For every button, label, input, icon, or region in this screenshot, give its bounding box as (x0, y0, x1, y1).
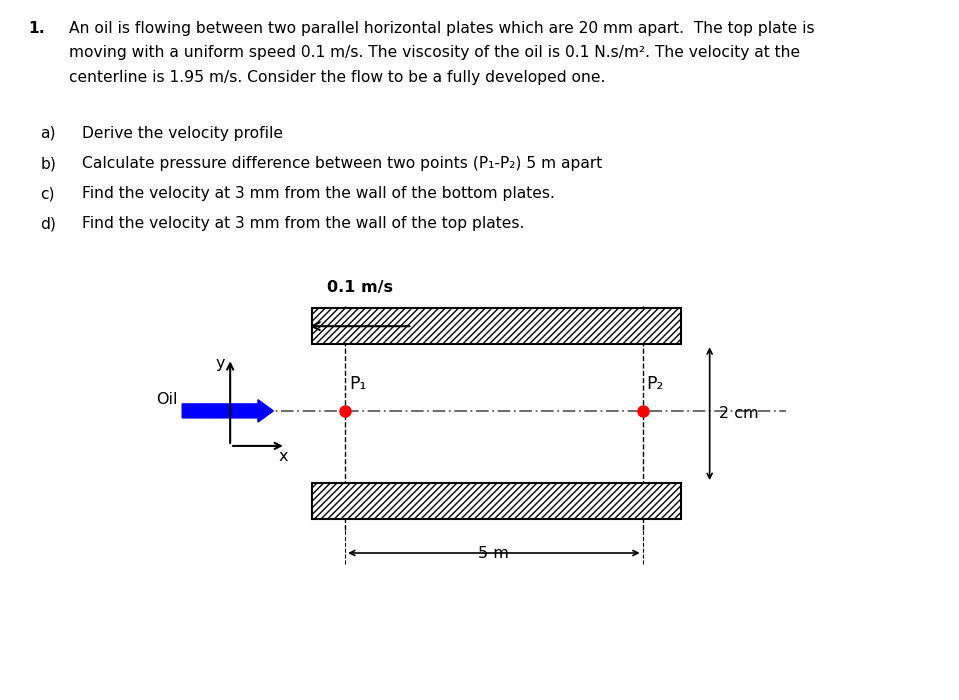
Text: moving with a uniform speed 0.1 m/s. The viscosity of the oil is 0.1 N.s/m². The: moving with a uniform speed 0.1 m/s. The… (69, 46, 800, 60)
Bar (312, 308, 681, 344)
Text: b): b) (40, 156, 57, 171)
Text: P₁: P₁ (349, 375, 366, 393)
Text: Oil: Oil (156, 393, 177, 407)
Text: An oil is flowing between two parallel horizontal plates which are 20 mm apart. : An oil is flowing between two parallel h… (69, 21, 815, 36)
Bar (312, 483, 681, 519)
Text: Calculate pressure difference between two points (P₁-P₂) 5 m apart: Calculate pressure difference between tw… (82, 156, 601, 171)
Text: y: y (216, 356, 225, 371)
Text: 5 m: 5 m (479, 545, 509, 561)
Text: a): a) (40, 126, 56, 141)
Text: x: x (278, 449, 288, 464)
Text: d): d) (40, 216, 57, 231)
Text: c): c) (40, 186, 55, 201)
Text: P₂: P₂ (646, 375, 664, 393)
Bar (312, 483, 681, 519)
Text: 2 cm: 2 cm (719, 406, 759, 421)
Text: 1.: 1. (29, 21, 45, 36)
Text: 0.1 m/s: 0.1 m/s (327, 281, 392, 295)
Text: Find the velocity at 3 mm from the wall of the top plates.: Find the velocity at 3 mm from the wall … (82, 216, 524, 231)
Text: Find the velocity at 3 mm from the wall of the bottom plates.: Find the velocity at 3 mm from the wall … (82, 186, 554, 201)
Text: Derive the velocity profile: Derive the velocity profile (82, 126, 283, 141)
FancyArrow shape (182, 400, 273, 422)
Text: centerline is 1.95 m/s. Consider the flow to be a fully developed one.: centerline is 1.95 m/s. Consider the flo… (69, 70, 605, 85)
Bar (312, 308, 681, 344)
